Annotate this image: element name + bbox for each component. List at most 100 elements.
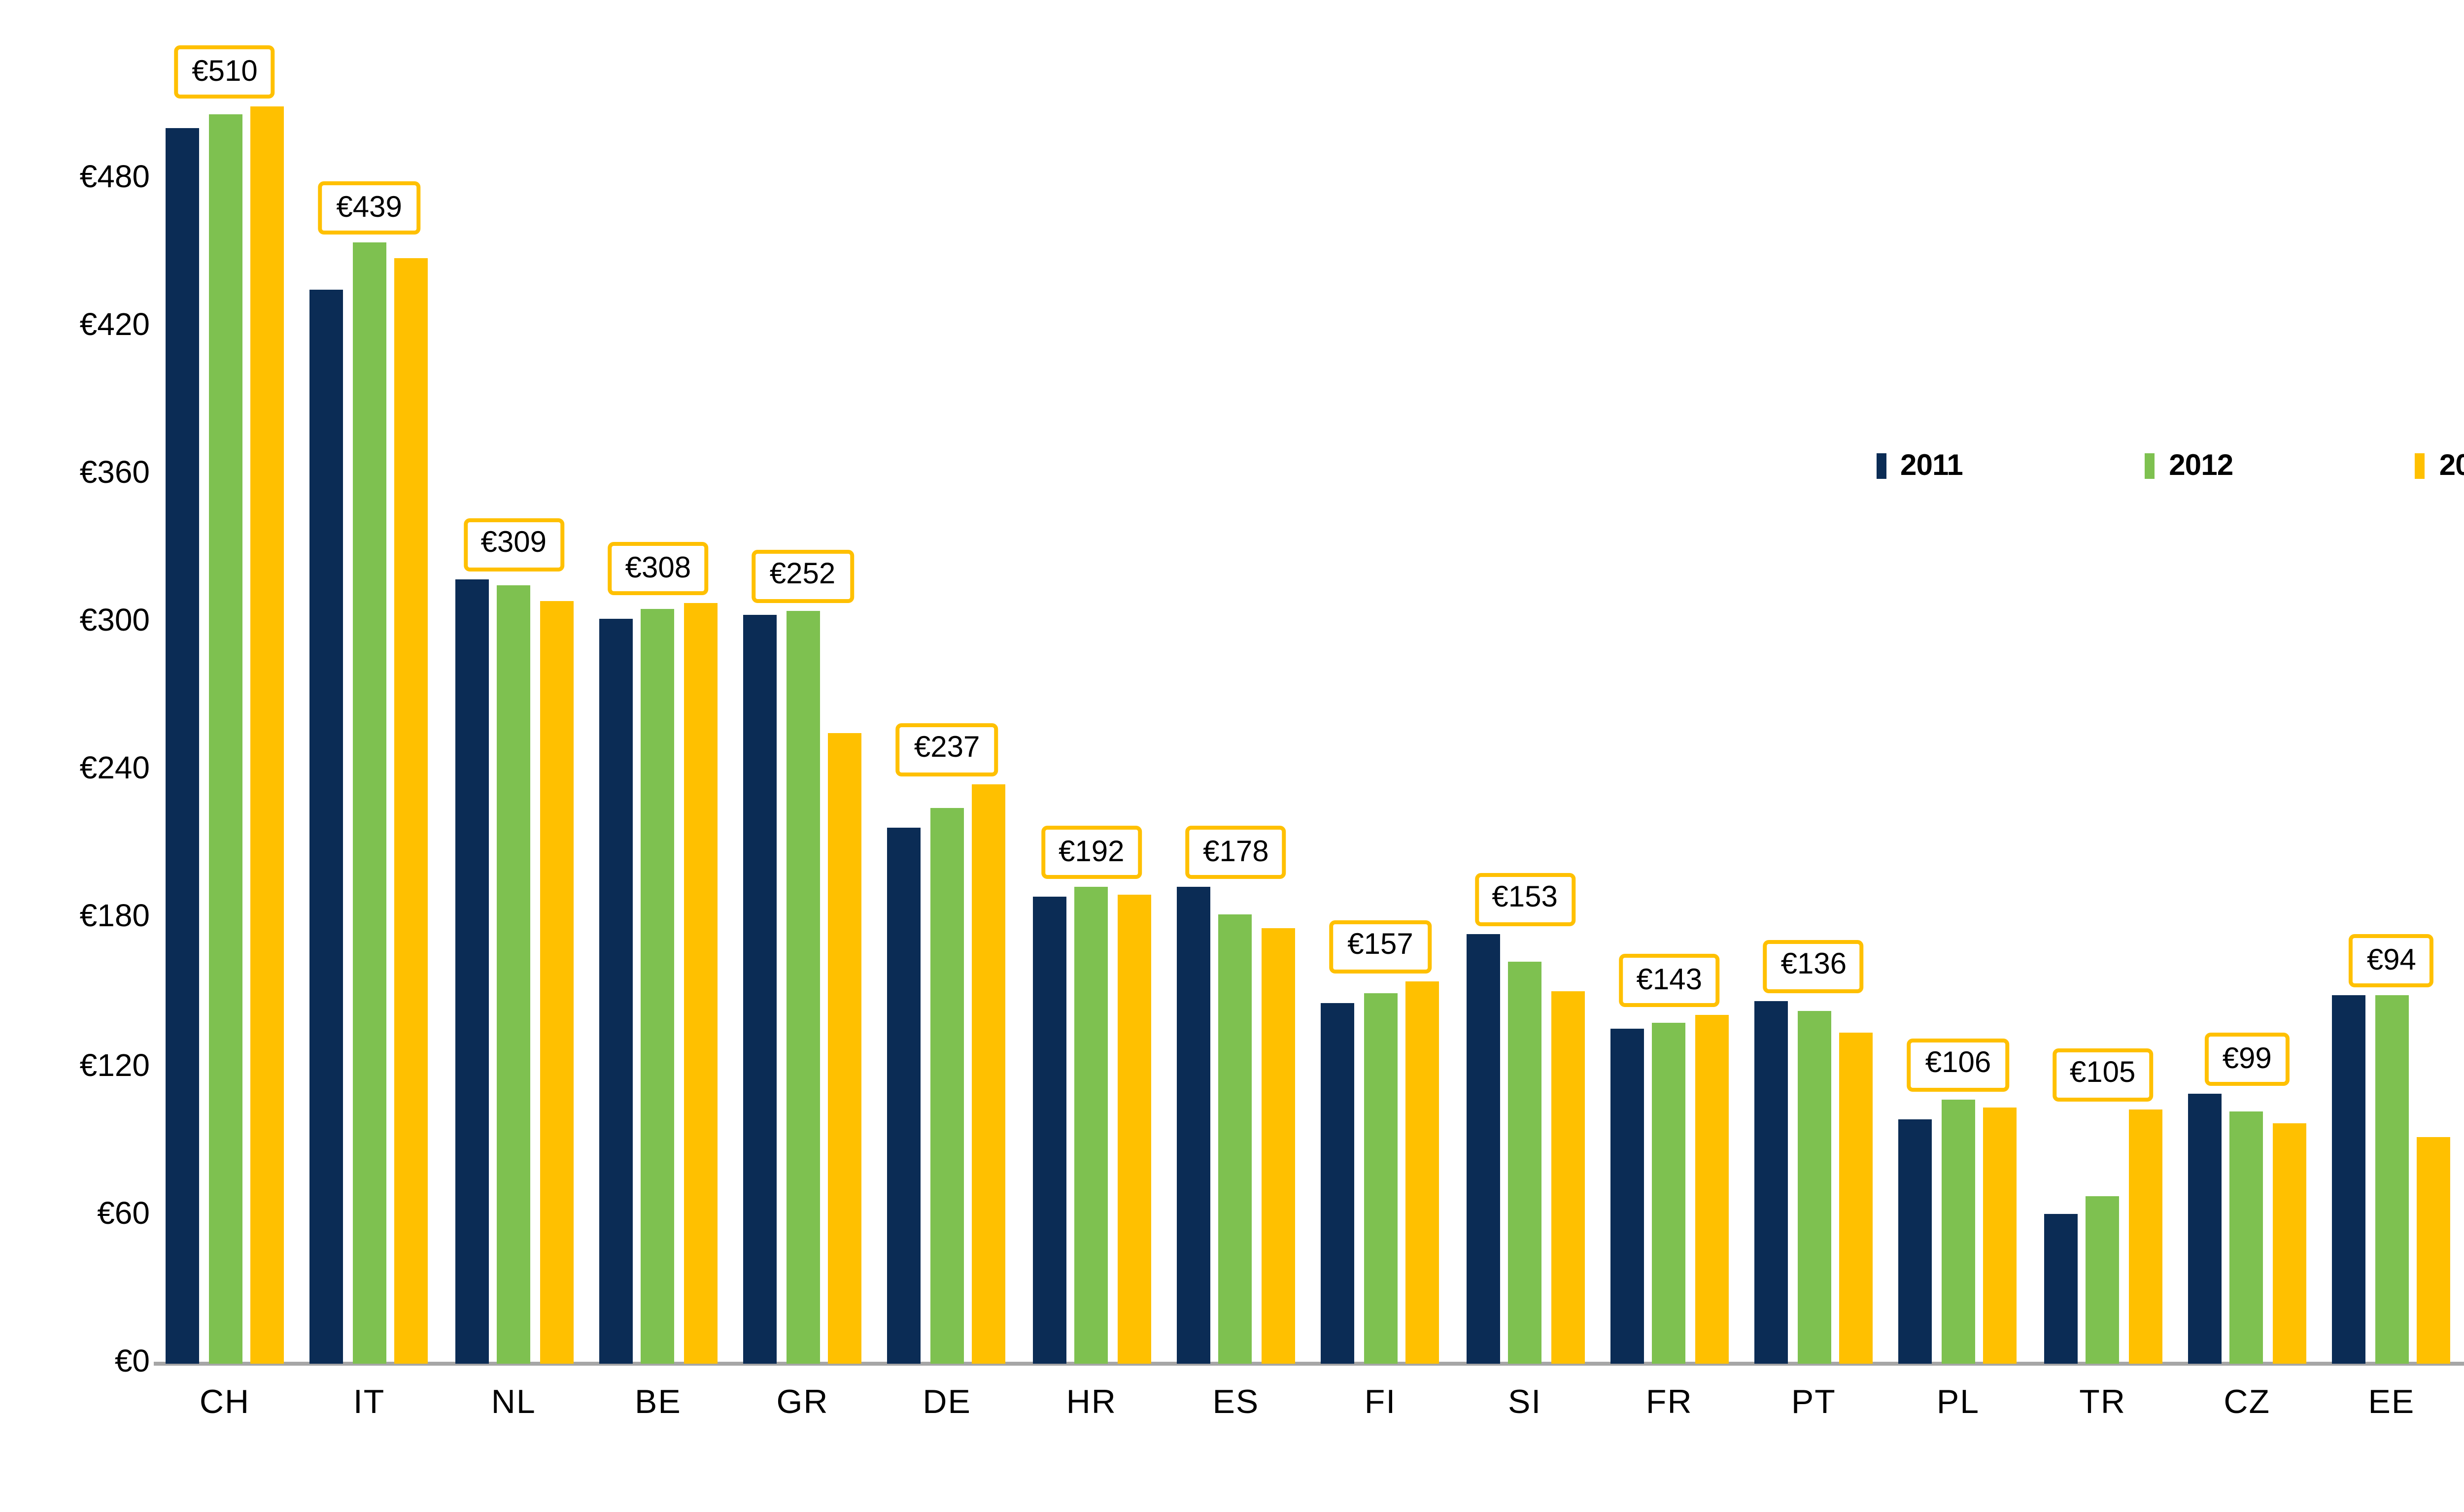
- bar-set: [310, 0, 429, 1364]
- value-label: €252: [752, 549, 854, 603]
- y-axis-tick-label: €300: [79, 605, 150, 639]
- bar-set: [743, 0, 862, 1364]
- bar-2012-ee: [2374, 996, 2408, 1364]
- bar-2012-cz: [2230, 1111, 2264, 1364]
- bar-set: [599, 0, 718, 1364]
- value-label: €308: [607, 542, 709, 596]
- legend-item-2013: 2013: [2415, 449, 2464, 483]
- legend-item-2011: 2011: [1877, 449, 1963, 483]
- y-axis-tick-label: €420: [79, 308, 150, 342]
- bar-group-gr: €252 GR: [743, 0, 862, 1421]
- legend-label: 2011: [1900, 449, 1963, 483]
- bar-set: [888, 0, 1006, 1364]
- bar-set: [1899, 0, 2018, 1364]
- y-axis-tick-label: €240: [79, 753, 150, 787]
- bar-2011-nl: [454, 578, 488, 1364]
- value-label: €143: [1618, 954, 1720, 1008]
- value-label: €136: [1763, 940, 1865, 993]
- x-axis-category-label: EE: [2368, 1383, 2415, 1421]
- bar-set: [2332, 0, 2451, 1364]
- x-axis-line: [154, 1361, 2464, 1366]
- x-axis-category-label: ES: [1212, 1383, 1260, 1421]
- bar-2013-hr: [1117, 894, 1151, 1364]
- value-label: €178: [1185, 826, 1287, 879]
- bar-2011-fr: [1610, 1028, 1644, 1364]
- bar-2013-pt: [1839, 1033, 1873, 1364]
- y-axis-tick-label: €0: [114, 1346, 150, 1379]
- bar-2012-fi: [1364, 993, 1397, 1364]
- bar-2013-gr: [828, 734, 862, 1364]
- x-axis-category-label: NL: [491, 1383, 536, 1421]
- bar-group-cz: €99 CZ: [2188, 0, 2306, 1421]
- bar-2013-fi: [1406, 981, 1439, 1364]
- bar-2012-be: [641, 608, 675, 1364]
- legend-item-2012: 2012: [2145, 449, 2233, 483]
- bar-2013-pl: [1984, 1107, 2018, 1364]
- value-label: €439: [318, 181, 420, 235]
- bar-set: [1321, 0, 1439, 1364]
- bar-2013-cz: [2272, 1124, 2306, 1364]
- bar-2013-ch: [250, 106, 284, 1364]
- bar-group-es: €178 ES: [1176, 0, 1295, 1421]
- plot-area: €510 CH €439 IT €309 NL €308 BE €252 GR €237 DE €192…: [166, 0, 2464, 1421]
- bar-2013-nl: [539, 601, 573, 1364]
- bar-2011-pt: [1754, 1001, 1788, 1364]
- x-axis-category-label: SI: [1508, 1383, 1542, 1421]
- x-axis-category-label: CH: [199, 1383, 250, 1421]
- bar-2012-pl: [1941, 1099, 1975, 1364]
- bar-set: [2188, 0, 2306, 1364]
- bar-group-tr: €105 TR: [2043, 0, 2162, 1421]
- bar-2013-it: [395, 257, 429, 1364]
- value-label: €309: [463, 517, 564, 571]
- bar-2011-be: [599, 618, 633, 1364]
- bar-group-ch: €510 CH: [166, 0, 284, 1421]
- bar-2013-si: [1550, 991, 1584, 1364]
- x-axis-category-label: PL: [1936, 1383, 1980, 1421]
- value-label: €192: [1041, 826, 1142, 879]
- bar-2011-si: [1466, 934, 1500, 1364]
- x-axis-category-label: CZ: [2224, 1383, 2271, 1421]
- bar-set: [1610, 0, 1729, 1364]
- bar-2013-es: [1261, 929, 1295, 1364]
- bar-set: [1466, 0, 1584, 1364]
- bar-set: [1754, 0, 1873, 1364]
- bar-2011-cz: [2188, 1094, 2222, 1364]
- bar-2011-es: [1176, 887, 1210, 1364]
- value-label: €94: [2349, 935, 2434, 988]
- value-label: €153: [1474, 873, 1575, 926]
- bar-2012-si: [1508, 961, 1542, 1364]
- y-axis-tick-label: €360: [79, 457, 150, 491]
- bar-group-fi: €157 FI: [1321, 0, 1439, 1421]
- value-label: €99: [2204, 1033, 2290, 1087]
- y-axis-tick-label: €120: [79, 1049, 150, 1083]
- bar-2013-ee: [2417, 1136, 2451, 1364]
- bar-2012-it: [352, 242, 386, 1364]
- bar-2011-ch: [166, 129, 199, 1364]
- x-axis-category-label: FR: [1645, 1383, 1693, 1421]
- y-axis-tick-label: €60: [97, 1198, 150, 1232]
- x-axis-category-label: BE: [635, 1383, 682, 1421]
- bar-2013-fr: [1695, 1015, 1729, 1364]
- value-label: €510: [174, 45, 275, 99]
- x-axis-category-label: HR: [1066, 1383, 1117, 1421]
- bar-2013-tr: [2128, 1109, 2162, 1364]
- bar-set: [2043, 0, 2162, 1364]
- bar-group-pt: €136 PT: [1754, 0, 1873, 1421]
- bar-2011-tr: [2043, 1213, 2077, 1364]
- bar-group-be: €308 BE: [599, 0, 718, 1421]
- y-axis-tick-label: €480: [79, 161, 150, 194]
- bar-2012-gr: [786, 610, 820, 1364]
- legend-swatch-icon: [2145, 454, 2156, 478]
- bar-set: [166, 0, 284, 1364]
- value-label: €105: [2052, 1048, 2154, 1102]
- x-axis-category-label: TR: [2079, 1383, 2126, 1421]
- bar-2012-tr: [2086, 1196, 2120, 1364]
- value-label: €106: [1907, 1038, 2009, 1092]
- legend-swatch-icon: [2415, 454, 2426, 478]
- legend: 2011 2012 2013: [1877, 449, 2464, 483]
- x-axis-category-label: DE: [923, 1383, 971, 1421]
- bar-2011-pl: [1899, 1119, 1933, 1364]
- bar-group-hr: €192 HR: [1032, 0, 1151, 1421]
